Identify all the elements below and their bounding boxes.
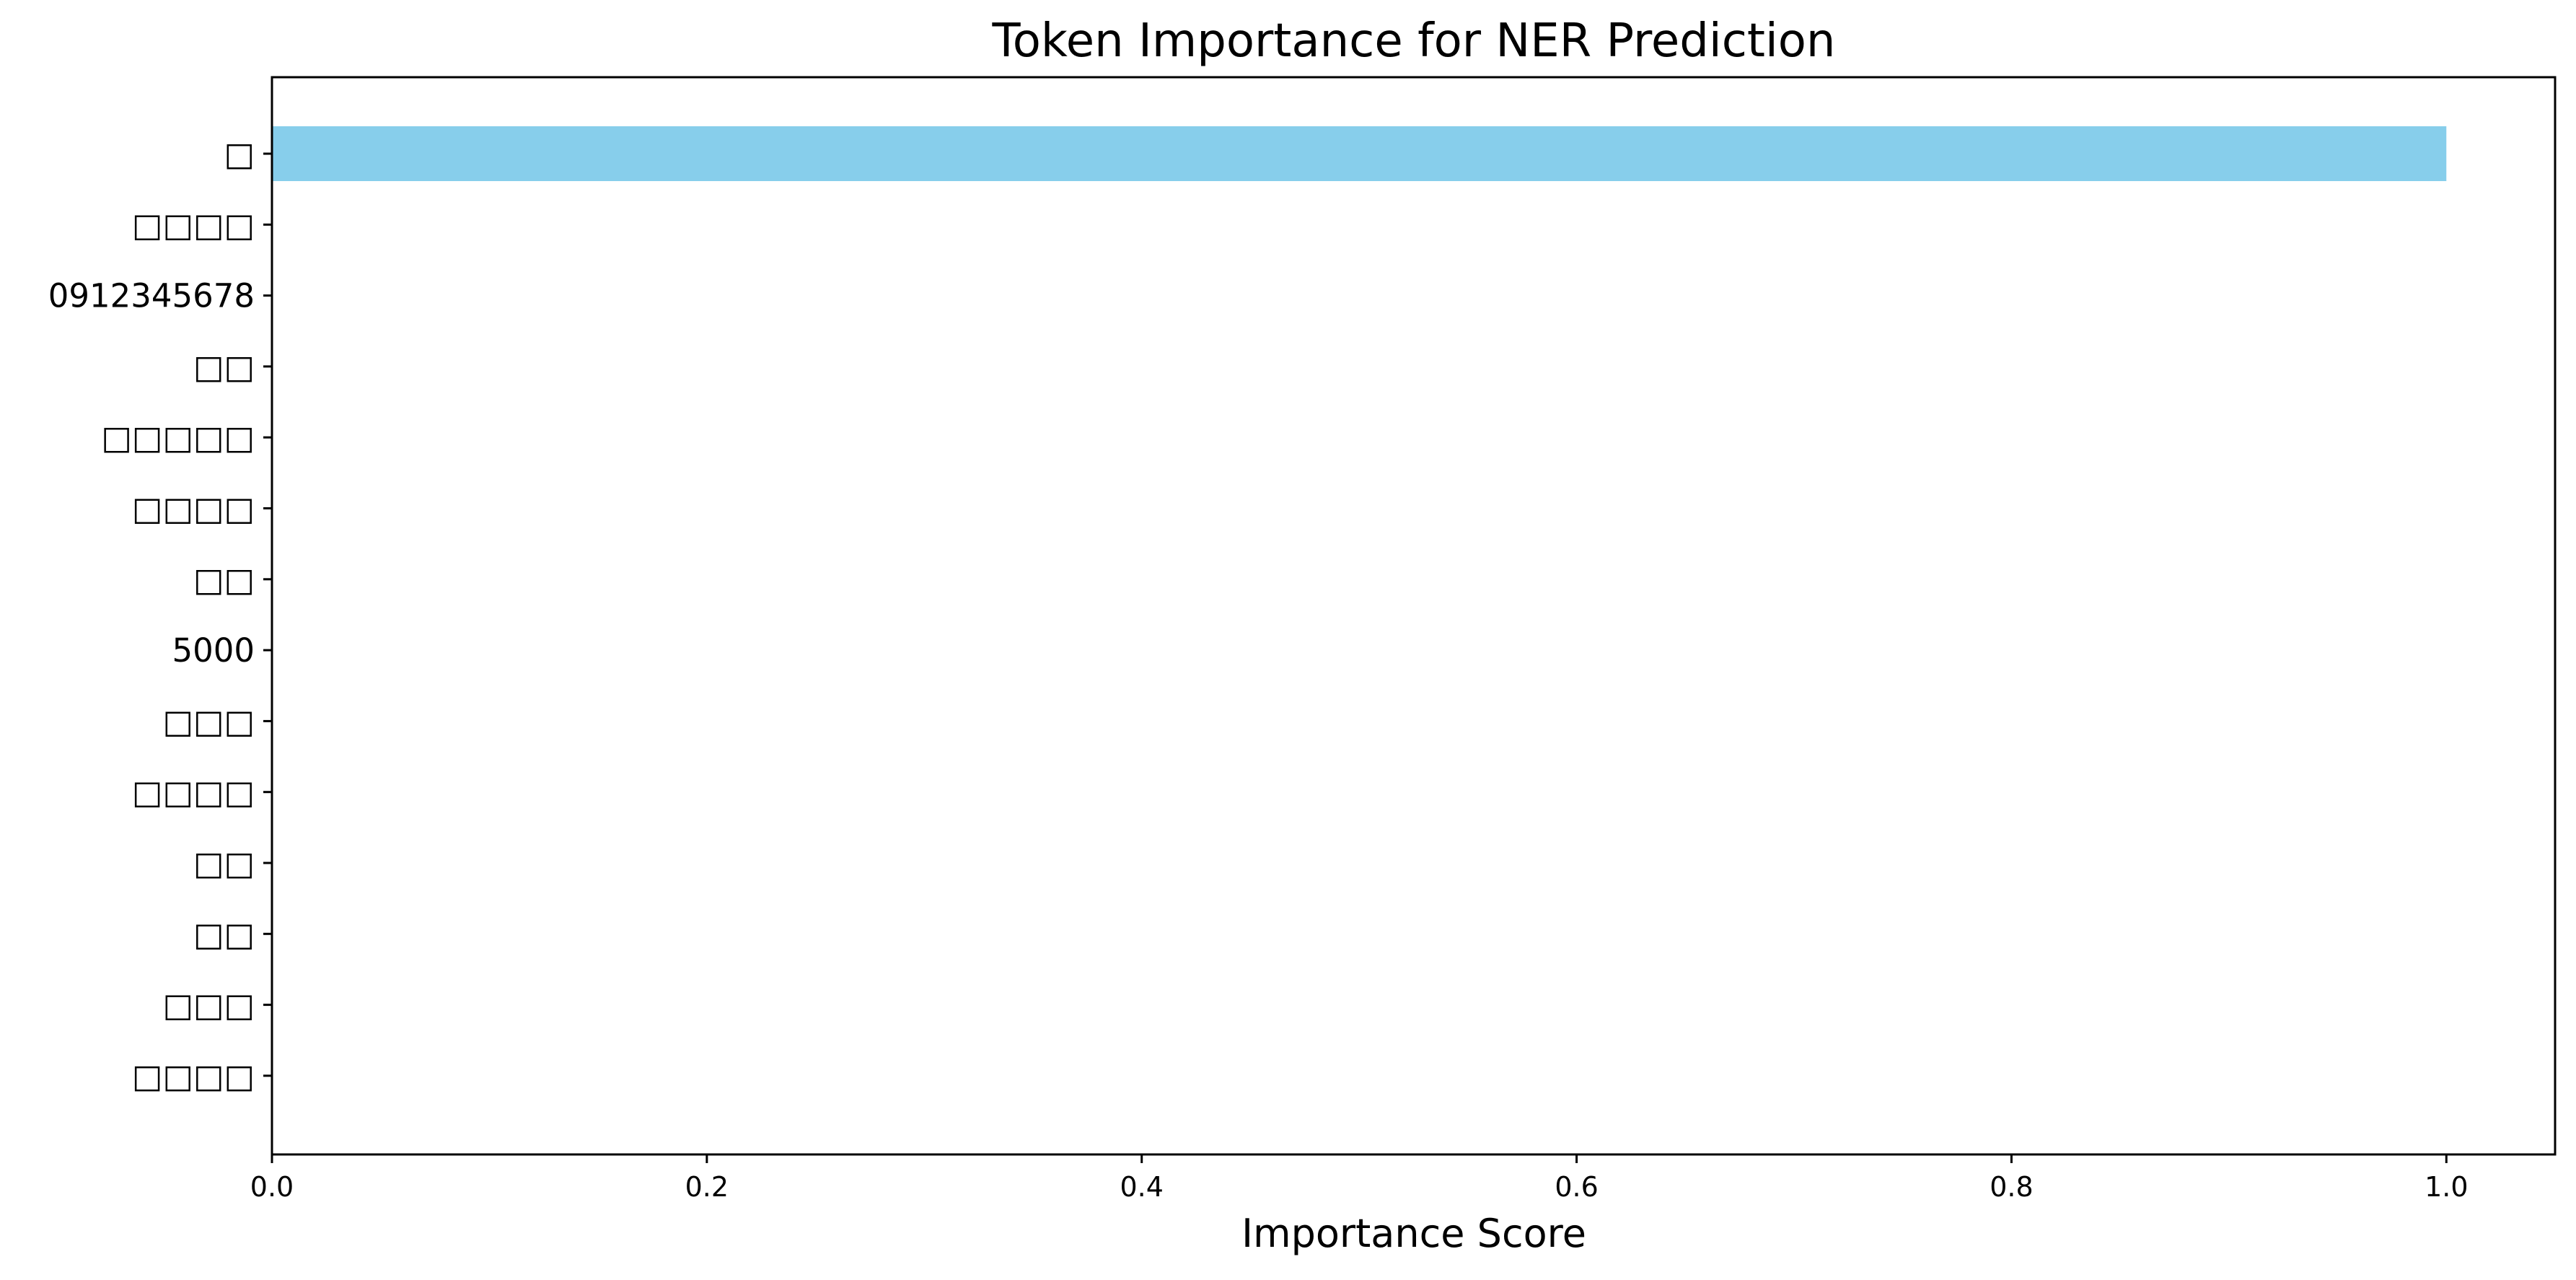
- x-tick-label: 0.2: [685, 1171, 729, 1203]
- y-axis-ticks: □□□□□0912345678□□□□□□□□□□□□□5000□□□□□□□□…: [48, 135, 272, 1095]
- y-tick-label: □□□: [162, 986, 255, 1025]
- y-tick-label: □□: [193, 348, 255, 386]
- x-tick-label: 0.4: [1120, 1171, 1163, 1203]
- y-tick-label: □□: [193, 561, 255, 599]
- x-axis-label: Importance Score: [1241, 1211, 1586, 1256]
- x-axis-ticks: 0.0 0.2 0.4 0.6 0.8 1.0: [250, 1154, 2469, 1203]
- x-tick-label: 0.6: [1555, 1171, 1598, 1203]
- y-tick-label: □□: [193, 915, 255, 953]
- bars-group: [272, 126, 2447, 181]
- y-tick-label: □□: [193, 844, 255, 882]
- y-tick-label: □□□□: [132, 490, 255, 528]
- x-tick-label: 1.0: [2425, 1171, 2468, 1203]
- x-tick-label: 0.8: [1990, 1171, 2033, 1203]
- plot-frame: [271, 76, 2557, 1156]
- x-tick-label: 0.0: [250, 1171, 294, 1203]
- bar: [272, 126, 2447, 181]
- y-tick-label: 0912345678: [48, 277, 255, 315]
- y-tick-label: 5000: [172, 631, 255, 670]
- y-tick-label: □□□□□: [101, 418, 255, 457]
- y-tick-label: □□□: [162, 702, 255, 740]
- y-tick-label: □□□□: [132, 773, 255, 812]
- y-tick-label: □□□□: [132, 206, 255, 244]
- y-tick-label: □□□□: [132, 1057, 255, 1095]
- y-tick-label: □: [224, 135, 255, 173]
- chart-title: Token Importance for NER Prediction: [992, 14, 1836, 68]
